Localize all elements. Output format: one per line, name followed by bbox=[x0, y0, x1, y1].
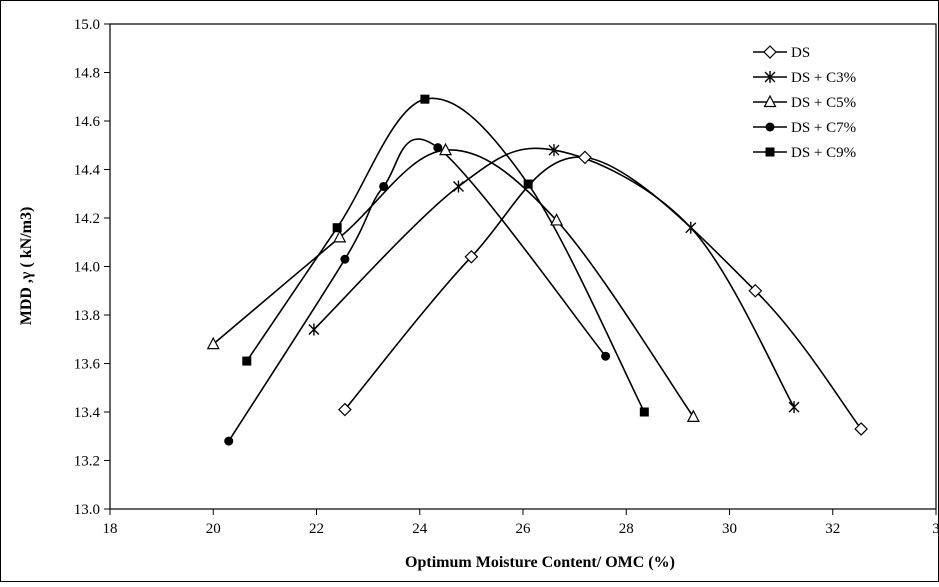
legend-marker-ds-c9 bbox=[766, 148, 775, 157]
legend-marker-ds-c7 bbox=[766, 123, 775, 132]
y-tick-label: 14.6 bbox=[74, 114, 101, 130]
y-tick-label: 13.6 bbox=[74, 357, 101, 373]
data-point-ds-c3 bbox=[309, 324, 319, 336]
data-point-ds-c3 bbox=[686, 222, 696, 234]
x-axis-title: Optimum Moisture Content/ OMC (%) bbox=[405, 554, 675, 571]
y-tick-label: 13.8 bbox=[74, 308, 100, 324]
data-point-ds-c9 bbox=[420, 95, 429, 104]
x-axis-ticks: 18 20 22 24 26 28 30 32 3 bbox=[103, 509, 939, 537]
legend-label-ds-c9: DS + C9% bbox=[791, 145, 856, 161]
legend-label-ds: DS bbox=[791, 45, 810, 61]
data-point-ds-c5 bbox=[208, 338, 219, 349]
legend-label-ds-c3: DS + C3% bbox=[791, 70, 856, 86]
series-lines bbox=[213, 98, 861, 441]
y-tick-label: 13.0 bbox=[74, 502, 100, 518]
y-tick-label: 13.2 bbox=[74, 454, 100, 470]
y-tick-label: 14.4 bbox=[74, 163, 101, 179]
data-point-ds bbox=[855, 423, 867, 435]
data-point-ds-c7 bbox=[224, 437, 233, 446]
data-point-ds-c7 bbox=[379, 182, 388, 191]
y-tick-label: 13.4 bbox=[74, 405, 101, 421]
x-tick-label: 24 bbox=[412, 521, 428, 537]
data-point-ds-c9 bbox=[333, 223, 342, 232]
series-markers bbox=[208, 95, 867, 446]
data-point-ds-c7 bbox=[601, 352, 610, 361]
y-axis-ticks: 13.0 13.2 13.4 13.6 13.8 14.0 14.2 14.4 14.6 14.8… bbox=[74, 17, 110, 518]
data-point-ds-c9 bbox=[242, 357, 251, 366]
data-point-ds-c3 bbox=[453, 180, 463, 192]
data-point-ds bbox=[579, 151, 591, 163]
x-tick-label: 20 bbox=[206, 521, 221, 537]
y-axis-title: MDD ,γ ( kN/m3) bbox=[18, 207, 35, 326]
data-point-ds-c9 bbox=[524, 180, 533, 189]
y-tick-label: 14.2 bbox=[74, 211, 100, 227]
legend-label-ds-c7: DS + C7% bbox=[791, 120, 856, 136]
legend: DS DS + C3% DS + C5% DS + C7% DS + C9% bbox=[753, 45, 856, 161]
x-tick-label: 3 bbox=[932, 521, 939, 537]
x-tick-label: 26 bbox=[516, 521, 532, 537]
y-tick-label: 15.0 bbox=[74, 17, 100, 33]
legend-marker-ds-c5 bbox=[765, 96, 776, 107]
data-point-ds-c9 bbox=[640, 408, 649, 417]
data-point-ds-c7 bbox=[340, 255, 349, 264]
x-tick-label: 18 bbox=[103, 521, 118, 537]
series-line-ds-c7 bbox=[229, 139, 606, 441]
legend-label-ds-c5: DS + C5% bbox=[791, 95, 856, 111]
y-tick-label: 14.0 bbox=[74, 260, 100, 276]
data-point-ds-c7 bbox=[433, 143, 442, 152]
x-tick-label: 32 bbox=[825, 521, 840, 537]
data-point-ds-c3 bbox=[789, 401, 799, 413]
data-point-ds-c5 bbox=[334, 231, 345, 242]
x-tick-label: 28 bbox=[619, 521, 634, 537]
y-tick-label: 14.8 bbox=[74, 66, 100, 82]
x-tick-label: 22 bbox=[309, 521, 324, 537]
x-tick-label: 30 bbox=[722, 521, 737, 537]
legend-marker-ds bbox=[764, 46, 776, 58]
